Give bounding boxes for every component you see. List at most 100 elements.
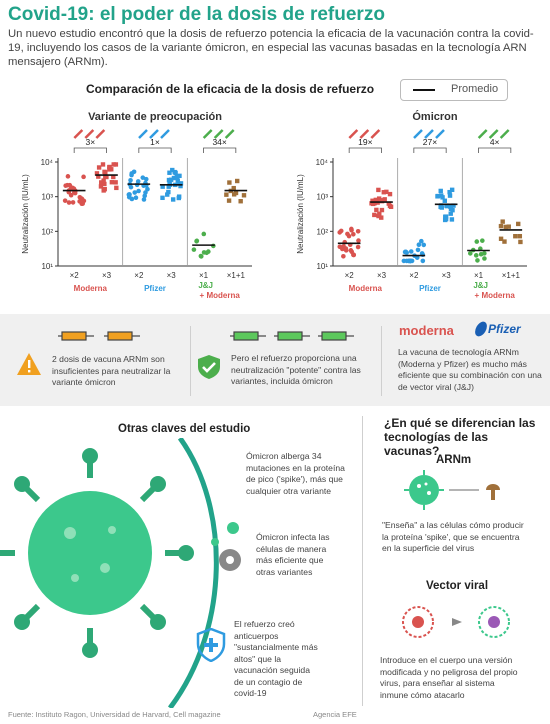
data-point — [143, 176, 149, 182]
fold-change-label: 3× — [85, 137, 95, 147]
data-point — [444, 203, 450, 209]
data-point — [103, 174, 108, 179]
data-point — [145, 186, 150, 192]
data-point — [80, 201, 86, 206]
x-tick-label: ×3 — [442, 271, 452, 280]
y-tick-label: 10⁴ — [316, 158, 329, 167]
data-point — [473, 253, 479, 258]
data-point — [440, 195, 445, 200]
syringe-icon — [435, 129, 445, 139]
data-point — [449, 187, 455, 193]
data-point — [141, 197, 147, 202]
data-point — [387, 191, 393, 197]
data-point — [356, 238, 361, 243]
data-point — [99, 180, 104, 185]
data-point — [113, 180, 118, 185]
data-point — [500, 219, 505, 224]
data-point — [114, 185, 119, 191]
data-point — [348, 248, 354, 253]
data-point — [513, 234, 518, 239]
chart-variant: 10¹ 10² 10³ 10⁴ Neutralización (IU/mL) ×2 ×3 ×2… — [21, 129, 252, 300]
data-point — [174, 174, 180, 180]
data-point — [103, 170, 108, 175]
data-point — [502, 239, 507, 244]
data-point — [379, 207, 385, 213]
data-point — [167, 170, 172, 175]
syringe-trio-icon — [230, 331, 354, 341]
data-point — [111, 174, 116, 180]
y-axis-label: Neutralización (IU/mL) — [296, 174, 305, 254]
group-label: Moderna — [74, 284, 108, 293]
page-title: Covid-19: el poder de la dosis de refuer… — [8, 4, 385, 25]
data-point — [166, 177, 172, 183]
warning-icon — [17, 353, 41, 375]
data-point — [449, 217, 455, 222]
syringe-icon — [370, 129, 381, 139]
syringe-icon — [84, 129, 95, 139]
syringe-icon — [73, 129, 84, 139]
data-point — [376, 187, 381, 193]
data-point — [351, 252, 356, 258]
data-point — [111, 162, 116, 167]
data-point — [377, 211, 382, 216]
data-point — [443, 214, 448, 219]
data-point — [337, 230, 343, 235]
comparison-title: Comparación de la eficacia de la dosis d… — [86, 82, 375, 96]
fold-change-label: 34× — [212, 137, 226, 147]
data-point — [227, 180, 232, 185]
data-point — [133, 195, 139, 201]
data-point — [419, 238, 424, 244]
vector-virus-icon — [402, 606, 510, 638]
data-point — [435, 193, 441, 199]
band-left-text: 2 dosis de vacuna ARNm son insuficientes… — [52, 354, 171, 387]
data-point — [498, 236, 504, 241]
data-point — [518, 239, 523, 245]
page-subtitle: Un nuevo estudio encontró que la dosis d… — [8, 28, 534, 68]
data-point — [376, 196, 382, 201]
data-point — [198, 254, 204, 259]
data-point — [66, 200, 72, 205]
data-point — [369, 201, 374, 206]
syringe-icon — [359, 129, 370, 139]
y-tick-label: 10¹ — [41, 262, 53, 271]
x-tick-label: ×1 — [199, 271, 209, 280]
data-point — [235, 178, 240, 184]
data-point — [140, 175, 146, 180]
x-tick-label: ×2 — [345, 271, 355, 280]
data-point — [136, 188, 141, 194]
syringe-icon — [499, 129, 510, 139]
data-point — [478, 251, 484, 257]
data-point — [343, 246, 349, 251]
syringe-icon — [138, 129, 148, 139]
legend: Promedio — [400, 79, 508, 101]
arnm-title: ARNm — [436, 454, 472, 466]
syringe-icon — [224, 129, 235, 139]
data-point — [241, 193, 247, 198]
syringe-icon — [488, 129, 499, 139]
syringe-icon — [348, 129, 359, 139]
data-point — [126, 192, 132, 197]
data-point — [447, 204, 453, 209]
data-point — [482, 256, 487, 261]
data-point — [102, 181, 107, 187]
data-point — [506, 224, 511, 229]
data-point — [355, 244, 361, 250]
data-point — [388, 204, 394, 210]
data-point — [94, 171, 100, 176]
data-point — [420, 258, 426, 264]
x-tick-label: ×1+1 — [502, 271, 521, 280]
data-point — [467, 251, 473, 256]
data-point — [177, 173, 182, 179]
data-point — [349, 226, 354, 232]
data-point — [132, 190, 138, 195]
data-point — [376, 213, 381, 219]
data-point — [191, 247, 197, 252]
data-point — [96, 174, 101, 179]
data-point — [404, 250, 409, 255]
syringe-icon — [95, 129, 106, 139]
data-point — [194, 238, 200, 244]
data-point — [379, 198, 385, 204]
data-point — [451, 203, 456, 208]
band-divider — [381, 326, 382, 396]
group-label: J&J — [198, 281, 213, 290]
